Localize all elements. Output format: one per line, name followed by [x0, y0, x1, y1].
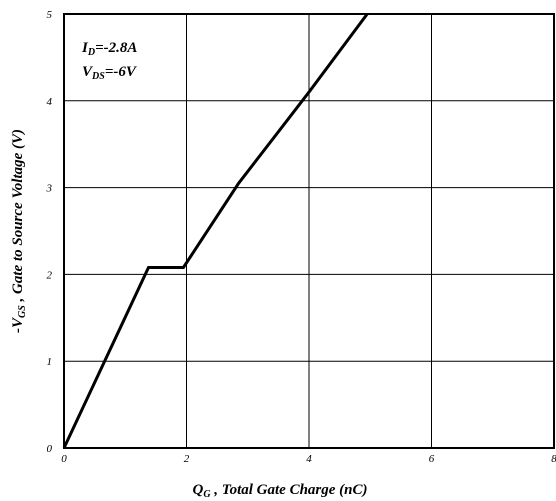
annotation-id: ID=-2.8A [81, 40, 137, 58]
y-tick-label: 4 [47, 96, 53, 108]
tick-labels: 0 2 4 6 8 0 1 2 3 4 5 [46, 9, 556, 465]
y-tick-label: 3 [46, 183, 53, 195]
x-axis-label: QG , Total Gate Charge (nC) [192, 482, 367, 500]
x-tick-label: 0 [61, 453, 67, 465]
x-tick-label: 2 [184, 453, 190, 465]
annotation-vds: VDS=-6V [82, 64, 138, 82]
y-tick-label: 1 [47, 356, 53, 368]
y-tick-label: 0 [47, 443, 53, 455]
y-axis-label: -VGS , Gate to Source Voltage (V) [10, 129, 28, 333]
x-tick-label: 6 [429, 453, 435, 465]
series-line [62, 13, 369, 449]
grid-lines [64, 14, 554, 448]
y-tick-label: 5 [47, 9, 53, 21]
x-tick-label: 8 [551, 453, 556, 465]
x-tick-label: 4 [306, 453, 312, 465]
y-tick-label: 2 [47, 269, 53, 281]
plot-frame [63, 13, 555, 449]
